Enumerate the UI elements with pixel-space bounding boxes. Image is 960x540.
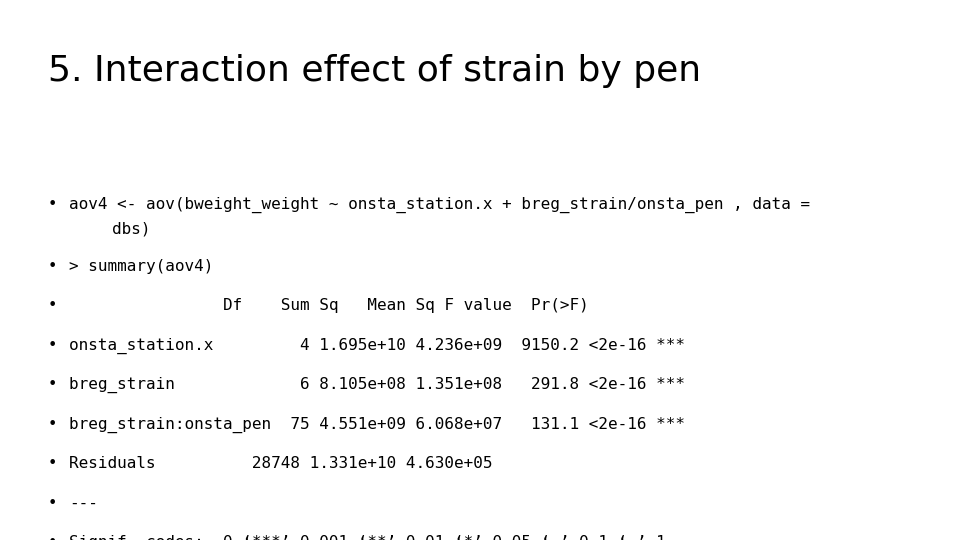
Text: •: • [48, 197, 58, 212]
Text: •: • [48, 456, 58, 471]
Text: 5. Interaction effect of strain by pen: 5. Interaction effect of strain by pen [48, 54, 701, 88]
Text: aov4 <- aov(bweight_weight ~ onsta_station.x + breg_strain/onsta_pen , data =: aov4 <- aov(bweight_weight ~ onsta_stati… [69, 197, 810, 213]
Text: Df    Sum Sq   Mean Sq F value  Pr(>F): Df Sum Sq Mean Sq F value Pr(>F) [69, 299, 588, 313]
Text: •: • [48, 377, 58, 392]
Text: > summary(aov4): > summary(aov4) [69, 259, 213, 274]
Text: dbs): dbs) [112, 221, 151, 237]
Text: ---: --- [69, 496, 98, 510]
Text: onsta_station.x         4 1.695e+10 4.236e+09  9150.2 <2e-16 ***: onsta_station.x 4 1.695e+10 4.236e+09 91… [69, 338, 685, 354]
Text: •: • [48, 259, 58, 274]
Text: •: • [48, 535, 58, 540]
Text: breg_strain:onsta_pen  75 4.551e+09 6.068e+07   131.1 <2e-16 ***: breg_strain:onsta_pen 75 4.551e+09 6.068… [69, 417, 685, 433]
Text: Signif. codes:  0 ‘***’ 0.001 ‘**’ 0.01 ‘*’ 0.05 ‘.’ 0.1 ‘ ’ 1: Signif. codes: 0 ‘***’ 0.001 ‘**’ 0.01 ‘… [69, 535, 666, 540]
Text: •: • [48, 417, 58, 431]
Text: breg_strain             6 8.105e+08 1.351e+08   291.8 <2e-16 ***: breg_strain 6 8.105e+08 1.351e+08 291.8 … [69, 377, 685, 394]
Text: Residuals          28748 1.331e+10 4.630e+05: Residuals 28748 1.331e+10 4.630e+05 [69, 456, 492, 471]
Text: •: • [48, 299, 58, 313]
Text: •: • [48, 338, 58, 353]
Text: •: • [48, 496, 58, 510]
